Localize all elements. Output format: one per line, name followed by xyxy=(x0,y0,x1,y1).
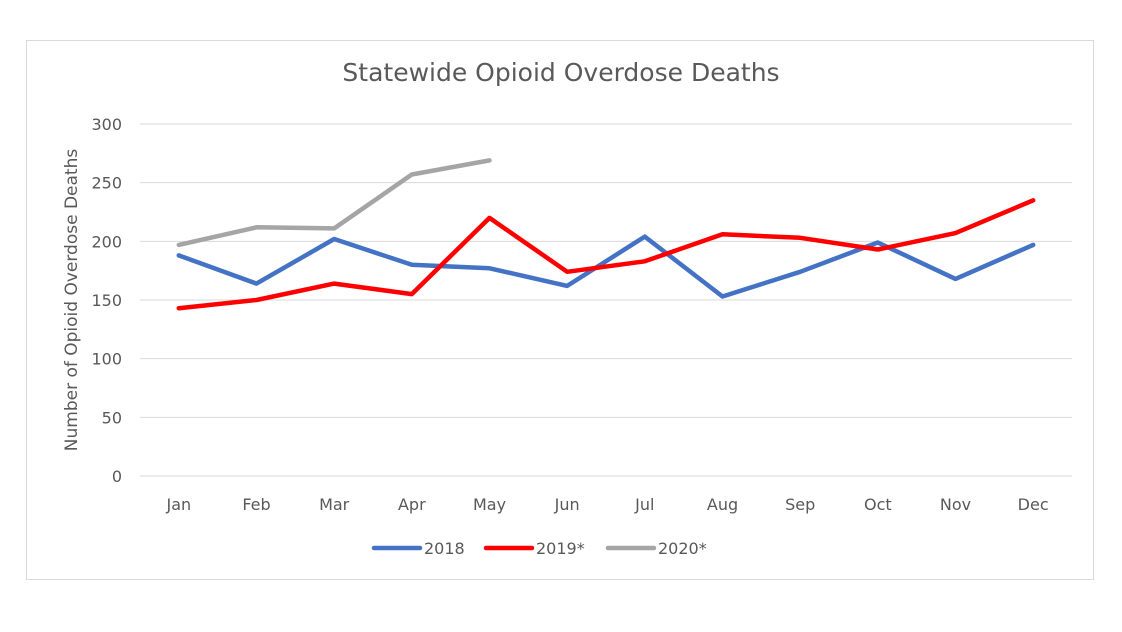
y-tick-label: 50 xyxy=(102,408,122,427)
y-axis-label: Number of Opioid Overdose Deaths xyxy=(62,149,82,452)
legend-label: 2019* xyxy=(536,539,585,558)
series-line-2019 xyxy=(176,198,1036,311)
x-tick-label: May xyxy=(473,495,506,514)
series-lines xyxy=(176,158,1036,311)
x-tick-label: Sep xyxy=(785,495,815,514)
x-tick-label: Dec xyxy=(1018,495,1049,514)
series-line-2020 xyxy=(176,158,492,248)
y-axis-ticks: 0 50 100 150 200 250 300 xyxy=(91,115,122,486)
y-tick-label: 250 xyxy=(91,174,122,193)
x-tick-label: Apr xyxy=(398,495,426,514)
x-tick-label: Jul xyxy=(634,495,654,514)
chart-title: Statewide Opioid Overdose Deaths xyxy=(342,58,780,87)
chart-frame xyxy=(26,40,1094,580)
y-tick-label: 300 xyxy=(91,115,122,134)
legend-label: 2018 xyxy=(424,539,465,558)
x-axis-ticks: Jan Feb Mar Apr May Jun Jul Aug Sep Oct Nov Dec xyxy=(165,495,1048,514)
gridlines xyxy=(140,123,1072,477)
y-tick-label: 100 xyxy=(91,350,122,369)
x-tick-label: Mar xyxy=(319,495,350,514)
x-tick-label: Aug xyxy=(707,495,738,514)
y-tick-label: 0 xyxy=(112,467,122,486)
x-tick-label: Jan xyxy=(165,495,191,514)
x-tick-label: Nov xyxy=(940,495,971,514)
legend-label: 2020* xyxy=(658,539,707,558)
legend: 2018 2019* 2020* xyxy=(371,539,707,558)
x-tick-label: Oct xyxy=(864,495,892,514)
x-tick-label: Jun xyxy=(554,495,580,514)
y-tick-label: 200 xyxy=(91,232,122,251)
x-tick-label: Feb xyxy=(242,495,270,514)
y-tick-label: 150 xyxy=(91,291,122,310)
